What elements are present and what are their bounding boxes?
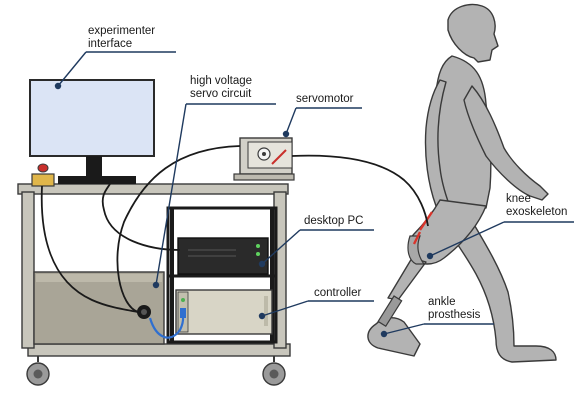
emergency-stop-button: [31, 163, 55, 187]
cart-wheel: [26, 356, 50, 386]
label-ankle-prosthesis: ankle prosthesis: [428, 296, 481, 321]
servomotor-unit: [233, 137, 295, 181]
label-knee-exoskeleton: knee exoskeleton: [506, 193, 567, 218]
label-experimenter-interface: experimenter interface: [88, 25, 158, 50]
cable-pc-to-monitor: [101, 183, 181, 251]
cables: [40, 145, 429, 339]
controller-box: [175, 289, 273, 335]
exo-strap: [419, 211, 433, 231]
knee-exoskeleton: [407, 211, 433, 265]
label-controller: controller: [314, 287, 361, 299]
leader-ankle-prosthesis: [380, 323, 494, 338]
label-hv-servo-circuit: high voltage servo circuit: [190, 75, 255, 100]
cable-controller-to-hv: [148, 315, 185, 339]
leader-servomotor: [282, 107, 362, 138]
leader-experimenter-interface: [54, 51, 176, 90]
cable-estop: [40, 185, 139, 313]
cart-wheel: [262, 356, 286, 386]
monitor: [29, 79, 155, 184]
label-desktop-pc: desktop PC: [304, 215, 363, 227]
person-silhouette: [367, 3, 557, 363]
cable-hv-to-servomotor: [116, 145, 241, 313]
cable-servo-to-exoskeleton: [291, 154, 429, 227]
desktop-pc-box: [177, 237, 269, 275]
ankle-prosthesis: [377, 295, 403, 328]
equipment-cart: [17, 183, 291, 386]
leader-controller: [258, 300, 374, 320]
label-servomotor: servomotor: [296, 93, 354, 105]
leader-desktop-pc: [258, 229, 374, 268]
hv-servo-box: [33, 271, 165, 345]
leader-knee-exoskeleton: [426, 221, 574, 260]
leader-hv-servo-circuit: [152, 103, 276, 289]
